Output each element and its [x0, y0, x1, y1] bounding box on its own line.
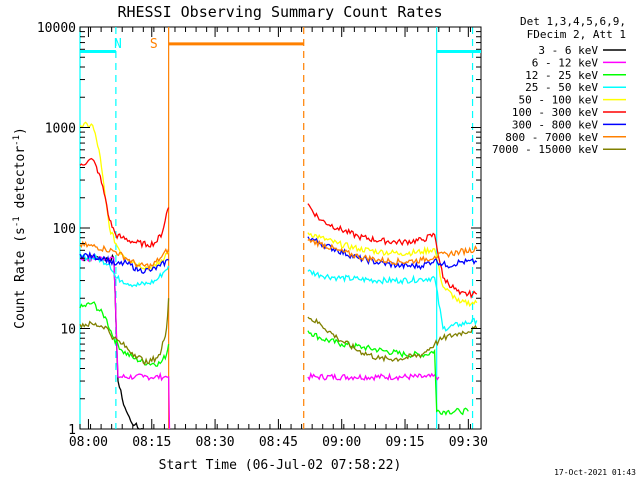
legend-header-line-2: FDecim 2, Att 1 [527, 28, 626, 41]
series-line-50-100keV [79, 121, 478, 308]
series-line-6-12keV [79, 253, 440, 430]
x-axis: 08:00 08:15 08:30 08:45 09:00 09:15 09:30 [69, 27, 488, 450]
plot-frame [79, 26, 482, 430]
x-tick-label: 09:30 [449, 435, 488, 450]
legend-label: 300 - 800 keV [512, 118, 598, 131]
flag-bars [80, 42, 481, 54]
annotation-N: N [114, 37, 122, 52]
legend-label: 800 - 7000 keV [505, 131, 598, 144]
legend-header-line-1: Det 1,3,4,5,6,9, [520, 15, 626, 28]
timestamp: 17-Oct-2021 01:43 [554, 468, 636, 477]
y-tick-label: 1000 [45, 122, 76, 137]
series-lines [79, 121, 478, 430]
x-tick-label: 09:15 [385, 435, 424, 450]
x-tick-label: 09:00 [322, 435, 361, 450]
series-line-100-300keV [79, 157, 478, 299]
legend-label: 100 - 300 keV [512, 106, 598, 119]
chart-title: RHESSI Observing Summary Count Rates [117, 3, 442, 21]
series-line-800-7000keV [79, 237, 478, 271]
legend-label: 12 - 25 keV [525, 69, 598, 82]
x-tick-label: 08:30 [196, 435, 235, 450]
x-axis-label: Start Time (06-Jul-02 07:58:22) [159, 458, 402, 473]
legend-label: 25 - 50 keV [525, 81, 598, 94]
legend-label: 50 - 100 keV [519, 94, 599, 107]
y-tick-label: 100 [53, 222, 76, 237]
legend-label: 7000 - 15000 keV [492, 143, 598, 156]
x-tick-label: 08:15 [132, 435, 171, 450]
y-tick-label: 1 [68, 423, 76, 438]
y-axis-label: Count Rate (s-1 detector-1) [12, 127, 28, 329]
annotation-S: S [150, 37, 158, 52]
x-tick-label: 08:00 [69, 435, 108, 450]
legend-label: 3 - 6 keV [538, 44, 598, 57]
y-tick-label: 10 [60, 323, 76, 338]
series-line-3-6keV [80, 253, 144, 430]
vertical-markers [79, 27, 474, 429]
y-tick-label: 10000 [37, 21, 76, 36]
series-line-7000-15000keV [79, 298, 478, 366]
legend: Det 1,3,4,5,6,9, FDecim 2, Att 1 3 - 6 k… [492, 15, 626, 156]
x-tick-label: 08:45 [259, 435, 298, 450]
legend-label: 6 - 12 keV [532, 56, 599, 69]
y-axis: 1 10 100 1000 10000 [37, 21, 481, 438]
series-line-12-25keV [79, 301, 469, 416]
